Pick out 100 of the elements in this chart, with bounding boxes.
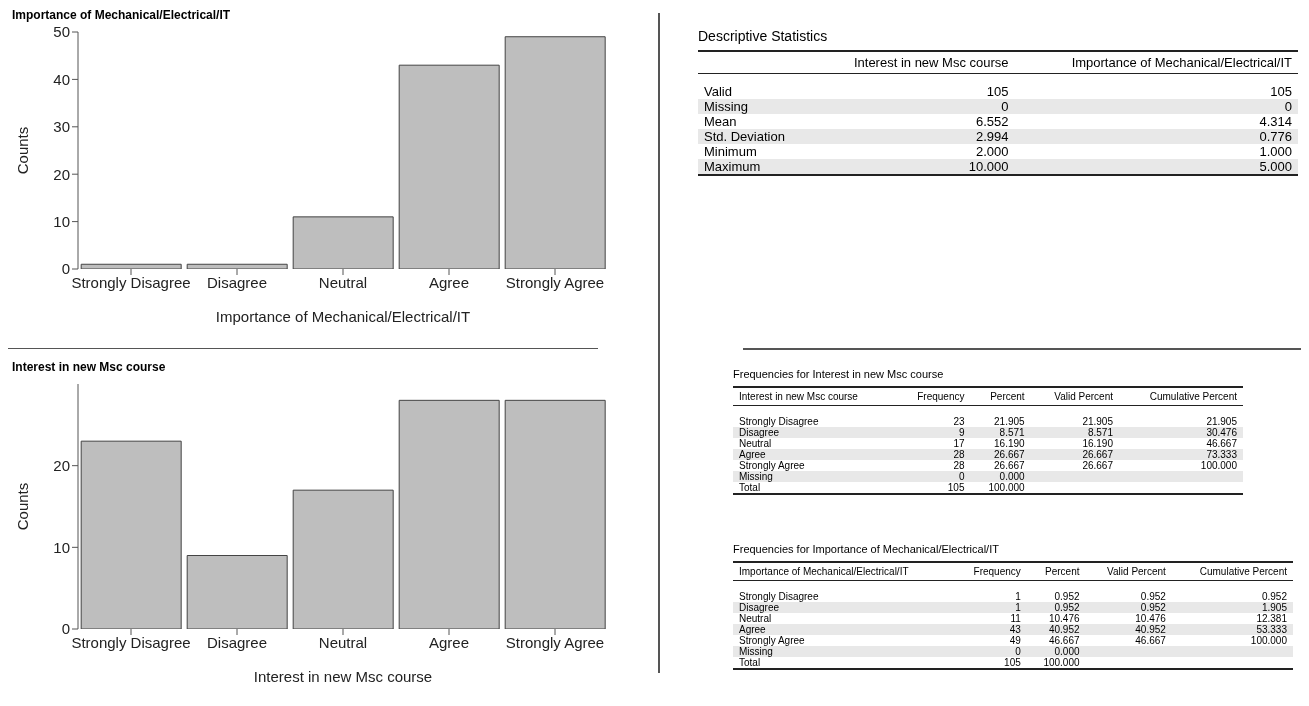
text: 0.000	[1054, 646, 1080, 657]
category-label: Percent	[1044, 565, 1081, 579]
text: 40.952	[1135, 624, 1166, 635]
text: 8.571	[999, 427, 1025, 438]
text: 0.776	[1259, 129, 1292, 144]
x-tick-label: Agree	[428, 273, 470, 291]
text: 17	[953, 438, 965, 449]
text: 100.000	[1250, 635, 1287, 646]
text: 6.552	[976, 114, 1009, 129]
category-label: Frequency	[916, 390, 966, 404]
text: 28	[953, 460, 965, 471]
category-label: Maximum	[704, 159, 761, 174]
text: 8.571	[1087, 427, 1113, 438]
x-tick-label: Disagree	[206, 633, 268, 651]
text: 0	[1015, 646, 1021, 657]
category-label: Valid Percent	[1106, 565, 1167, 579]
text: 49	[1009, 635, 1021, 646]
category-label: Agree	[739, 624, 766, 635]
text: Descriptive Statistics	[698, 28, 829, 44]
y-tick-label: 0	[61, 260, 70, 278]
category-label: Missing	[739, 646, 773, 657]
y-tick-label: 10	[53, 212, 70, 230]
text: 1	[1015, 602, 1021, 613]
y-tick-label: 20	[53, 456, 70, 474]
category-label: Neutral	[739, 438, 772, 449]
category-label: Neutral	[739, 613, 772, 624]
category-label: Valid Percent	[1053, 390, 1114, 404]
y-tick-label: 20	[53, 165, 70, 183]
text: 105	[947, 482, 965, 493]
text: 5.000	[1259, 159, 1292, 174]
bar	[504, 399, 606, 629]
text: 0.952	[1140, 591, 1166, 602]
text: 100.000	[1043, 657, 1080, 668]
category-label: Agree	[739, 449, 766, 460]
text: 40.952	[1048, 624, 1080, 635]
category-label: Importance of Mechanical/Electrical/IT	[738, 565, 910, 579]
x-tick-label: Neutral	[318, 273, 368, 291]
text: 9	[958, 427, 965, 438]
x-tick-label: Strongly Disagree	[71, 273, 191, 291]
chart-title: Interest in new Msc course	[12, 360, 167, 374]
category-label: Disagree	[739, 602, 780, 613]
bar	[292, 216, 394, 269]
category-label: Cumulative Percent	[1198, 565, 1288, 579]
category-label: Strongly Disagree	[739, 416, 819, 427]
text: 12.381	[1256, 613, 1287, 624]
text: 21.905	[1206, 416, 1237, 427]
x-axis-title: Importance of Mechanical/Electrical/IT	[215, 308, 471, 325]
x-tick-label: Strongly Agree	[505, 633, 605, 651]
text: 46.667	[1206, 438, 1237, 449]
category-label: Missing	[704, 99, 749, 114]
bar	[186, 555, 288, 629]
text: 0	[1001, 99, 1009, 114]
y-tick-label: 0	[61, 620, 70, 638]
category-label: Percent	[989, 390, 1026, 404]
text: 43	[1009, 624, 1021, 635]
text: 28	[953, 449, 965, 460]
bar	[80, 263, 182, 269]
x-tick-label: Neutral	[318, 633, 368, 651]
text: 46.667	[1135, 635, 1166, 646]
text: 2.000	[976, 144, 1009, 159]
text: 21.905	[994, 416, 1025, 427]
x-axis-title: Interest in new Msc course	[253, 668, 433, 685]
text: 16.190	[1082, 438, 1113, 449]
category-label: Total	[739, 657, 761, 668]
category-label: Strongly Disagree	[739, 591, 819, 602]
text: 26.667	[1082, 460, 1113, 471]
text: 26.667	[994, 460, 1025, 471]
category-label: Valid	[704, 84, 732, 99]
text: 105	[986, 84, 1009, 99]
bar	[186, 263, 288, 269]
text: 0.952	[1140, 602, 1166, 613]
category-label: Mean	[704, 114, 737, 129]
text: 0	[958, 471, 965, 482]
text: 10.476	[1135, 613, 1166, 624]
y-axis-title: Counts	[14, 482, 32, 531]
x-tick-label: Strongly Agree	[505, 273, 605, 291]
text: 100.000	[1200, 460, 1237, 471]
text: 0.952	[1054, 591, 1080, 602]
text: 100.000	[988, 482, 1025, 493]
text: 10.476	[1048, 613, 1080, 624]
y-tick-label: 40	[53, 70, 70, 88]
bar	[504, 36, 606, 269]
text: 26.667	[1082, 449, 1113, 460]
text: 1	[1015, 591, 1021, 602]
text: 73.333	[1206, 449, 1237, 460]
category-label: Std. Deviation	[704, 129, 785, 144]
category-label: Total	[739, 482, 761, 493]
text: 21.905	[1082, 416, 1113, 427]
y-tick-label: 30	[53, 118, 70, 136]
category-label: Importance of Mechanical/Electrical/IT	[1070, 54, 1293, 72]
bar	[398, 399, 500, 629]
category-label: Frequency	[972, 565, 1022, 579]
category-label: Missing	[739, 471, 773, 482]
text: 0.000	[999, 471, 1025, 482]
x-tick-label: Agree	[428, 633, 470, 651]
text: 10.000	[968, 159, 1009, 174]
category-label: Interest in new Msc course	[852, 54, 1010, 72]
bar	[398, 64, 500, 269]
category-label: Interest in new Msc course	[738, 390, 859, 404]
text: 26.667	[994, 449, 1025, 460]
